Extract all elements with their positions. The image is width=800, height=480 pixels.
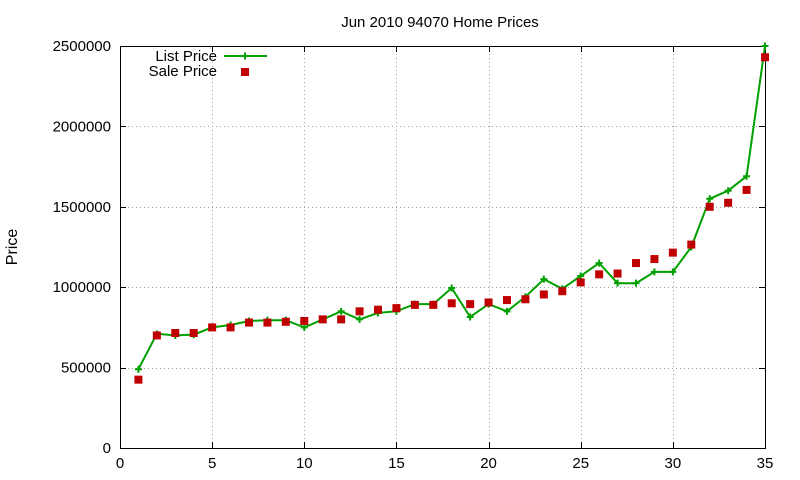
x-tick-label: 5 (208, 455, 216, 472)
series-sale-price (134, 53, 769, 384)
data-point-list-price (706, 195, 714, 203)
data-point-list-price (595, 259, 603, 267)
data-point-sale-price (503, 296, 511, 305)
data-point-sale-price (318, 315, 327, 324)
data-point-list-price (577, 272, 585, 280)
data-point-sale-price (687, 240, 696, 249)
data-point-sale-price (539, 290, 548, 299)
data-point-list-price (540, 275, 548, 283)
series-layer (134, 42, 769, 384)
y-tick-label: 500000 (61, 360, 111, 377)
data-point-sale-price (226, 323, 235, 332)
data-point-sale-price (576, 278, 585, 287)
data-point-sale-price (337, 315, 346, 324)
data-point-sale-price (152, 331, 161, 340)
data-point-sale-price (410, 300, 419, 309)
data-point-sale-price (521, 295, 530, 304)
data-point-list-price (337, 307, 345, 315)
data-point-list-price (503, 307, 511, 315)
data-point-sale-price (668, 248, 677, 257)
grid-lines (120, 46, 765, 448)
data-point-sale-price (263, 318, 272, 327)
data-point-sale-price (632, 259, 640, 268)
data-point-sale-price (355, 307, 364, 316)
legend-label-sale-price: Sale Price (149, 63, 217, 80)
data-point-sale-price (374, 305, 382, 314)
data-point-list-price (466, 313, 474, 321)
data-point-list-price (669, 268, 677, 276)
data-point-list-price (300, 323, 308, 331)
data-point-list-price (134, 365, 142, 373)
x-tick-label: 30 (665, 455, 682, 472)
data-point-sale-price (189, 329, 198, 338)
x-tick-label: 20 (480, 455, 497, 472)
data-point-list-price (448, 284, 456, 292)
data-point-sale-price (171, 329, 180, 338)
axis-ticks: 0 5 10 15 20 25 30 35 0 500000 1000000 1500000 20000… (53, 38, 774, 472)
data-point-sale-price (429, 300, 438, 309)
data-point-list-price (761, 42, 769, 50)
y-tick-label: 0 (103, 440, 111, 457)
data-point-sale-price (281, 317, 290, 326)
data-point-list-price (614, 279, 622, 287)
data-point-sale-price (447, 299, 456, 308)
data-point-sale-price (558, 287, 567, 296)
x-tick-label: 10 (296, 455, 313, 472)
data-point-list-price (356, 315, 364, 323)
y-tick-label: 1500000 (53, 199, 111, 216)
x-tick-label: 35 (757, 455, 774, 472)
x-tick-label: 15 (388, 455, 405, 472)
legend-marker-sale-price (241, 68, 249, 76)
data-point-sale-price (134, 375, 143, 384)
y-tick-label: 1000000 (53, 279, 111, 296)
x-tick-label: 25 (572, 455, 589, 472)
data-point-sale-price (245, 318, 253, 327)
data-point-sale-price (742, 185, 751, 194)
chart-title: Jun 2010 94070 Home Prices (341, 14, 539, 31)
x-tick-label: 0 (116, 455, 124, 472)
data-point-sale-price (724, 198, 733, 207)
y-tick-label: 2000000 (53, 118, 111, 135)
data-point-sale-price (595, 270, 604, 279)
legend: List Price Sale Price (149, 48, 267, 80)
data-point-sale-price (650, 255, 659, 264)
data-point-sale-price (761, 53, 769, 62)
data-point-list-price (650, 268, 658, 276)
data-point-sale-price (208, 323, 217, 332)
legend-marker-list-price (241, 52, 249, 60)
data-point-sale-price (484, 298, 493, 307)
legend-label-list-price: List Price (155, 48, 217, 65)
data-point-list-price (632, 279, 640, 287)
y-axis-label: Price (4, 229, 21, 266)
plot-frame (120, 46, 766, 449)
y-tick-label: 2500000 (53, 38, 111, 55)
data-point-list-price (743, 172, 751, 180)
series-list-price (134, 42, 769, 373)
data-point-sale-price (466, 300, 475, 309)
data-point-sale-price (300, 316, 309, 325)
data-point-sale-price (392, 304, 401, 313)
data-point-list-price (724, 187, 732, 195)
data-point-sale-price (613, 269, 622, 278)
data-point-sale-price (705, 202, 714, 211)
